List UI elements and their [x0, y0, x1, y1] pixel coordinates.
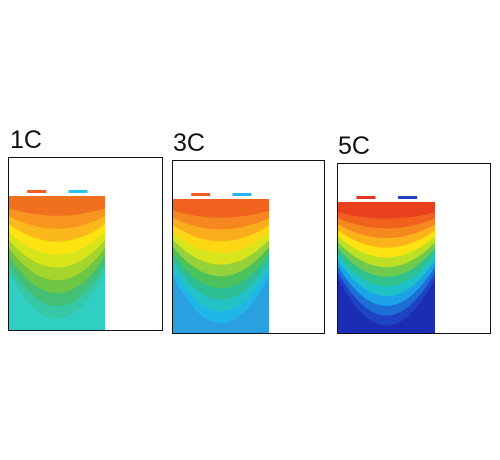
tab-right	[232, 193, 252, 196]
contour-band	[338, 202, 435, 219]
panel-label: 5C	[338, 132, 370, 160]
contour-plot	[173, 193, 269, 333]
panel-label: 3C	[173, 129, 205, 157]
plot-frame	[172, 160, 325, 334]
tab-left	[191, 193, 211, 196]
tab-left	[356, 196, 376, 199]
tab-right	[68, 190, 88, 193]
plot-frame	[337, 163, 491, 334]
contour-plot	[9, 190, 105, 330]
contour-band	[9, 196, 105, 216]
tab-left	[27, 190, 47, 193]
contour-plot	[338, 196, 435, 333]
contour-band	[173, 199, 269, 218]
tab-right	[398, 196, 418, 199]
panel-label: 1C	[10, 126, 42, 154]
panel-1c: 1C	[8, 128, 164, 333]
panel-5c: 5C	[337, 134, 492, 336]
plot-frame	[8, 157, 163, 331]
panel-3c: 3C	[172, 131, 325, 336]
